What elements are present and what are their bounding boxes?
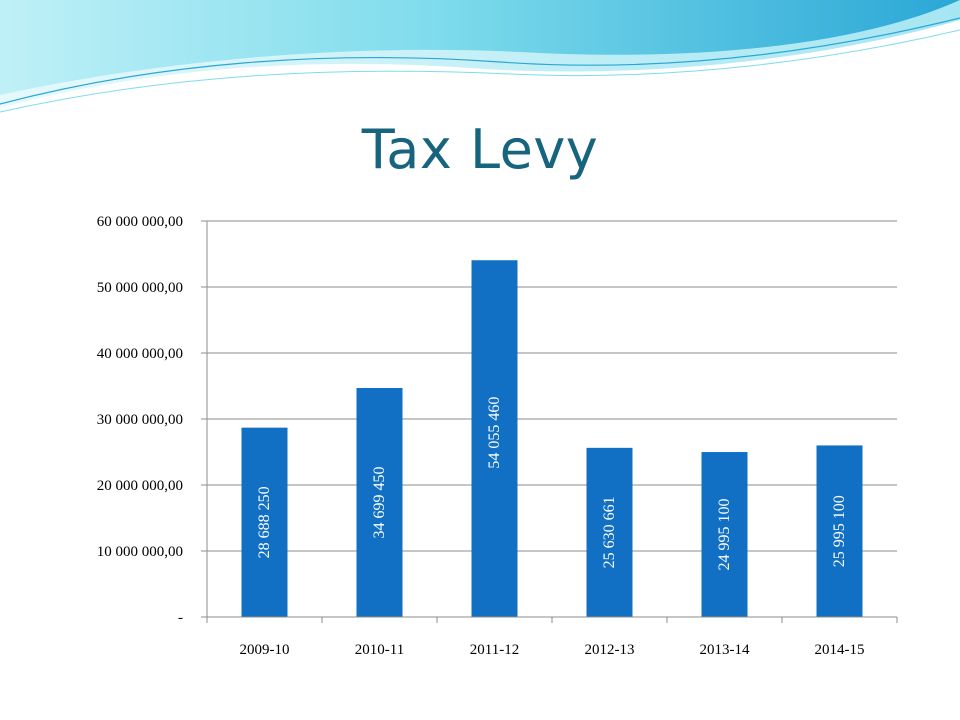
bar-2014-15 xyxy=(816,445,863,617)
bar-data-label: 25 630 661 xyxy=(601,496,618,568)
bar-2009-10 xyxy=(241,427,288,617)
bar-data-label: 54 055 460 xyxy=(486,397,503,469)
bars xyxy=(241,260,863,617)
axes xyxy=(206,221,898,623)
x-tick-label: 2011-12 xyxy=(470,642,519,658)
bar-data-label: 24 995 100 xyxy=(716,499,733,571)
y-axis-tick-labels: - 10 000 000,00 20 000 000,00 30 000 000,00… xyxy=(97,214,183,626)
bar-2010-11 xyxy=(356,387,403,617)
bar-data-label: 34 699 450 xyxy=(371,466,388,538)
x-tick-label: 2014-15 xyxy=(815,642,865,658)
x-tick-label: 2012-13 xyxy=(585,642,635,658)
bar-data-label: 28 688 250 xyxy=(256,486,273,558)
y-tick-label: - xyxy=(178,610,183,626)
x-tick-label: 2013-14 xyxy=(700,642,750,658)
bar-2012-13 xyxy=(586,447,633,617)
bar-data-labels: 28 688 250 34 699 450 54 055 460 25 630 661… xyxy=(256,397,848,571)
y-tick-label: 20 000 000,00 xyxy=(97,478,183,494)
gridlines xyxy=(201,220,897,618)
bar-2013-14 xyxy=(701,452,748,617)
y-tick-label: 50 000 000,00 xyxy=(97,280,183,296)
wave-line-1 xyxy=(0,17,960,105)
bar-2011-12 xyxy=(471,260,518,617)
slide-title: Tax Levy xyxy=(361,118,599,181)
y-tick-label: 40 000 000,00 xyxy=(97,346,183,362)
y-tick-label: 60 000 000,00 xyxy=(97,214,183,230)
bar-data-label: 25 995 100 xyxy=(831,495,848,567)
wave-line-2 xyxy=(0,29,960,113)
x-tick-label: 2010-11 xyxy=(355,642,404,658)
y-tick-label: 10 000 000,00 xyxy=(97,544,183,560)
decorative-wave-banner xyxy=(0,0,960,113)
wave-layer-front xyxy=(0,0,960,95)
y-tick-label: 30 000 000,00 xyxy=(97,412,183,428)
x-tick-label: 2009-10 xyxy=(240,642,290,658)
x-axis-tick-labels: 2009-10 2010-11 2011-12 2012-13 2013-14 2014-… xyxy=(240,642,865,658)
